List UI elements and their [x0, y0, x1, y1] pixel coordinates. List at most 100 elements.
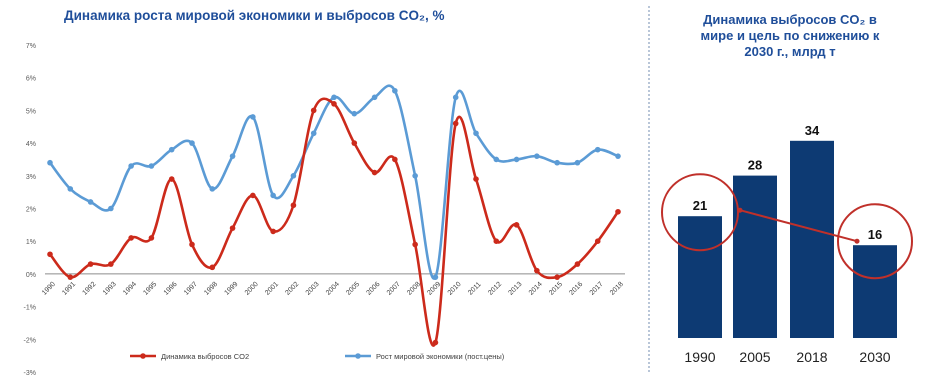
bar-data-label: 28 — [748, 158, 762, 173]
connector-end-dot — [854, 238, 860, 244]
y-tick-label: 5% — [26, 108, 36, 115]
emissions-series-point — [371, 169, 378, 176]
bar — [790, 140, 834, 338]
x-tick-label: 1992 — [82, 281, 98, 297]
x-tick-label: 2006 — [366, 281, 382, 297]
growth-series-point — [148, 163, 155, 169]
growth-series-point — [67, 186, 74, 192]
x-tick-label: 2002 — [284, 281, 300, 297]
x-tick-label: 1997 — [183, 281, 199, 297]
x-tick-label: 1998 — [203, 281, 219, 297]
growth-series-point — [250, 114, 256, 120]
y-tick-label: 2% — [26, 207, 36, 214]
growth-series-point — [310, 130, 317, 137]
highlight-circle-2030 — [837, 203, 913, 280]
x-tick-label: 1996 — [163, 281, 179, 297]
x-tick-label: 1993 — [102, 281, 118, 297]
right-title-line-1: Динамика выбросов CO₂ в — [703, 12, 877, 27]
emissions-series-point — [513, 222, 520, 228]
growth-series-point — [473, 130, 479, 137]
emissions-series-point — [229, 225, 236, 231]
bar-chart: 21 1990 28 2005 34 2018 16 2030 — [661, 123, 913, 365]
x-tick-label: 2012 — [487, 281, 503, 297]
growth-series-point — [574, 159, 581, 166]
growth-series-point — [128, 163, 134, 169]
emissions-series-point — [412, 241, 418, 248]
growth-series-legend-marker — [355, 353, 361, 359]
emissions-series-point — [574, 261, 581, 267]
growth-series-point — [432, 274, 439, 280]
emissions-bar-chart-panel: Динамика выбросов CO₂ в мире и цель по с… — [655, 0, 925, 378]
bar-data-label: 34 — [805, 123, 820, 138]
y-tick-label: 1% — [26, 239, 36, 246]
emissions-series-point — [432, 339, 439, 346]
emissions-series-point — [108, 261, 114, 267]
y-tick-label: 4% — [26, 141, 36, 148]
growth-series-point — [270, 192, 276, 199]
x-tick-label: 2003 — [305, 281, 321, 297]
growth-series-point — [209, 186, 216, 192]
emissions-series-point — [270, 228, 276, 235]
emissions-series-legend-marker — [140, 353, 146, 359]
x-tick-label: 2015 — [548, 281, 564, 297]
right-title-line-2: мире и цель по снижению к — [700, 28, 880, 43]
emissions-series-point — [189, 241, 195, 248]
bar-category-label: 2030 — [859, 349, 890, 365]
bar-category-label: 2018 — [796, 349, 827, 365]
emissions-series-point — [209, 264, 216, 271]
x-tick-label: 2011 — [467, 281, 483, 297]
emissions-series-point — [331, 101, 337, 107]
growth-series-point — [290, 173, 297, 179]
left-chart-title: Динамика роста мировой экономики и выбро… — [64, 8, 445, 23]
bar-category-label: 1990 — [684, 349, 715, 365]
x-tick-label: 2013 — [508, 281, 524, 297]
x-tick-label: 2010 — [447, 281, 463, 297]
bar — [733, 175, 777, 338]
growth-series-point — [615, 153, 621, 159]
x-tick-label: 2001 — [264, 281, 280, 297]
growth-series-point — [229, 153, 236, 159]
growth-series-point — [108, 205, 114, 212]
growth-series-point — [47, 159, 53, 166]
x-tick-label: 2018 — [609, 281, 625, 297]
growth-series-point — [594, 146, 601, 153]
emissions-series-point — [128, 235, 134, 241]
emissions-series-point — [47, 251, 53, 258]
emissions-series-point — [168, 176, 175, 182]
growth-series-point — [534, 153, 540, 159]
emissions-series-line — [48, 97, 620, 347]
x-tick-label: 2016 — [568, 281, 584, 297]
emissions-series-legend-label: Динамика выбросов CO2 — [161, 352, 249, 361]
growth-series-point — [493, 156, 500, 163]
right-title-line-3: 2030 г., млрд т — [744, 44, 836, 59]
emissions-series-point — [87, 261, 94, 267]
emissions-series-point — [473, 176, 479, 182]
x-tick-label: 2004 — [325, 281, 341, 297]
emissions-series-point — [493, 238, 500, 244]
growth-series-point — [554, 159, 560, 166]
emissions-series-point — [594, 238, 601, 244]
bar — [853, 245, 897, 338]
emissions-series-point — [310, 107, 317, 114]
emissions-series-point — [351, 140, 358, 146]
x-tick-label: 2005 — [345, 281, 361, 297]
growth-series-legend-label: Рост мировой экономики (пост.цены) — [376, 352, 505, 361]
bar — [678, 216, 722, 338]
growth-series-point — [168, 146, 175, 153]
y-tick-label: 7% — [26, 43, 36, 50]
growth-series-line — [48, 84, 619, 280]
emissions-series-point — [392, 156, 398, 163]
line-chart: -3%-2%-1%0%1%2%3%4%5%6%7%1990 1991 1992 199… — [24, 43, 625, 377]
x-tick-label: 1991 — [61, 281, 77, 297]
panel-divider — [648, 6, 650, 372]
growth-emissions-chart-panel: Динамика роста мировой экономики и выбро… — [24, 8, 625, 377]
emissions-series-point — [148, 235, 155, 241]
growth-series-point — [351, 110, 358, 117]
x-tick-label: 1990 — [41, 281, 57, 297]
x-tick-label: 1994 — [122, 281, 138, 297]
y-tick-label: -2% — [24, 337, 36, 344]
right-chart-title: Динамика выбросов CO₂ в мире и цель по с… — [655, 12, 925, 60]
growth-series-point — [87, 199, 94, 205]
x-tick-label: 2017 — [589, 281, 605, 297]
